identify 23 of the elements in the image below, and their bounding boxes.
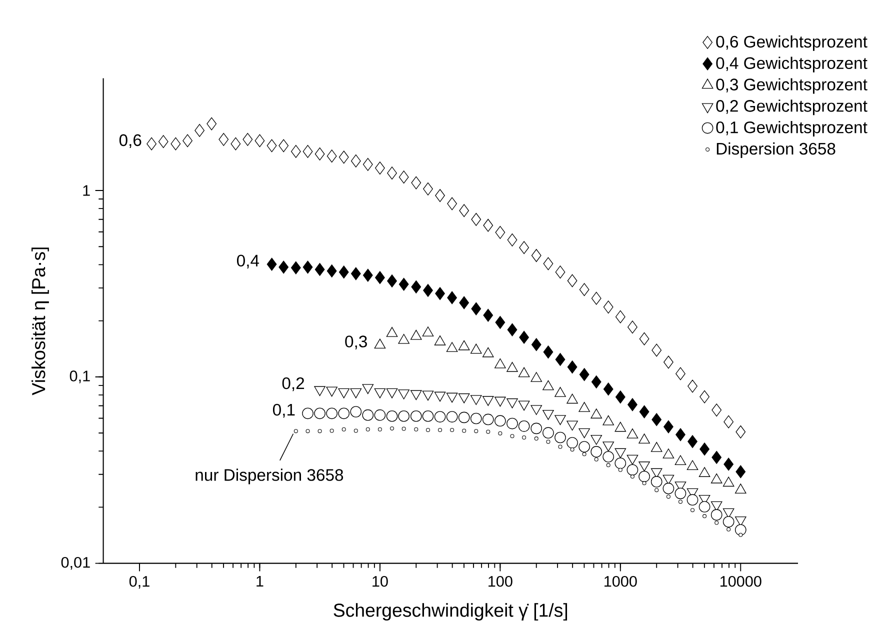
legend-label: 0,1 Gewichtsprozent [716,121,868,137]
annotation: 0,1 [272,404,295,418]
y-axis-title: Viskosität η [Pa·s] [32,248,49,396]
annotation: 0,6 [119,134,142,148]
legend-label: 0,4 Gewichtsprozent [716,56,868,72]
x-tick-label: 1000 [604,576,637,587]
legend-label: 0,2 Gewichtsprozent [716,100,868,116]
y-tick-label: 1 [83,185,90,196]
x-tick-label: 1 [256,576,264,586]
annotation: 0,3 [345,336,367,350]
annotation: nur Dispersion 3658 [196,468,344,484]
x-tick-label: 0,1 [129,576,150,589]
legend-label: Dispersion 3658 [716,142,836,158]
x-axis-title: Schergeschwindigkeit γ̇ [1/s] [334,603,568,621]
y-tick-label: 0,01 [61,556,90,570]
x-tick-label: 10000 [720,576,762,587]
annotation: 0,2 [282,377,304,392]
x-tick-label: 10 [372,576,388,587]
y-tick-label: 0,1 [70,370,90,384]
legend-label: 0,6 Gewichtsprozent [716,35,868,51]
legend-label: 0,3 Gewichtsprozent [716,78,868,94]
x-tick-label: 100 [488,576,512,587]
annotation: 0,4 [236,254,260,268]
